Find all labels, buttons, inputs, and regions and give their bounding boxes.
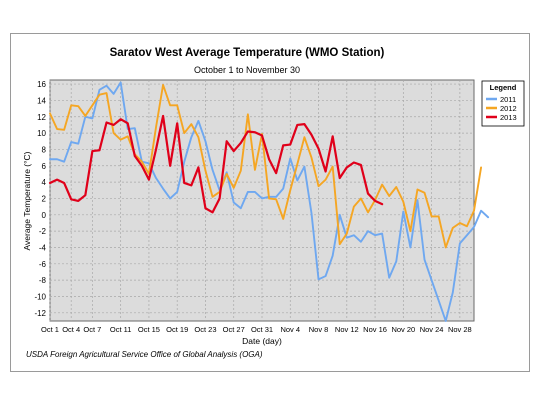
x-tick-label: Nov 24 <box>420 325 444 334</box>
x-tick-label: Nov 20 <box>391 325 415 334</box>
y-tick-label: 0 <box>42 211 47 220</box>
x-tick-label: Oct 19 <box>166 325 188 334</box>
x-tick-label: Oct 23 <box>194 325 216 334</box>
x-tick-label: Nov 8 <box>309 325 329 334</box>
y-tick-label: -4 <box>39 243 47 252</box>
y-tick-label: -6 <box>39 260 47 269</box>
x-tick-label: Nov 4 <box>280 325 300 334</box>
y-tick-label: 6 <box>42 162 47 171</box>
x-tick-label: Oct 27 <box>223 325 245 334</box>
source-note: USDA Foreign Agricultural Service Office… <box>26 350 263 359</box>
y-tick-label: 8 <box>42 145 47 154</box>
chart-title: Saratov West Average Temperature (WMO St… <box>110 47 385 59</box>
y-tick-label: 2 <box>42 194 47 203</box>
legend-label-2013: 2013 <box>500 113 517 122</box>
y-tick-label: 14 <box>37 96 46 105</box>
legend-label-2012: 2012 <box>500 104 517 113</box>
y-tick-labels: 16 14 12 10 8 6 4 2 0 -2 -4 -6 -8 -10 -12 <box>34 80 46 318</box>
legend-box <box>481 80 525 127</box>
y-tick-label: 4 <box>42 178 47 187</box>
legend-label-2011: 2011 <box>500 95 516 104</box>
x-tick-label: Nov 28 <box>448 325 472 334</box>
x-tick-label: Nov 16 <box>363 325 387 334</box>
y-tick-label: 10 <box>37 129 46 138</box>
x-tick-labels: Oct 1 Oct 4 Oct 7 Oct 11 Oct 15 Oct 19 Oct 23 O… <box>41 325 472 334</box>
y-axis-label: Average Temperature (°C) <box>22 151 32 250</box>
y-tick-label: -10 <box>34 292 46 301</box>
x-tick-label: Oct 15 <box>138 325 160 334</box>
y-tick-label: -12 <box>34 309 46 318</box>
x-tick-label: Oct 31 <box>251 325 273 334</box>
series-lines <box>48 81 490 322</box>
x-tick-label: Oct 7 <box>83 325 101 334</box>
series-line-2012 <box>49 83 483 249</box>
x-tick-label: Oct 11 <box>110 325 132 334</box>
series-line-2013 <box>48 114 384 214</box>
x-tick-label: Oct 4 <box>62 325 80 334</box>
y-tick-label: 16 <box>37 80 46 89</box>
x-axis-label: Date (day) <box>242 336 282 346</box>
y-tick-label: -2 <box>39 227 47 236</box>
x-tick-label: Nov 12 <box>335 325 359 334</box>
y-tick-label: -8 <box>39 276 47 285</box>
legend-title: Legend <box>490 83 517 92</box>
x-tick-label: Oct 1 <box>41 325 59 334</box>
y-tick-label: 12 <box>37 113 46 122</box>
chart-subtitle: October 1 to November 30 <box>194 65 300 75</box>
